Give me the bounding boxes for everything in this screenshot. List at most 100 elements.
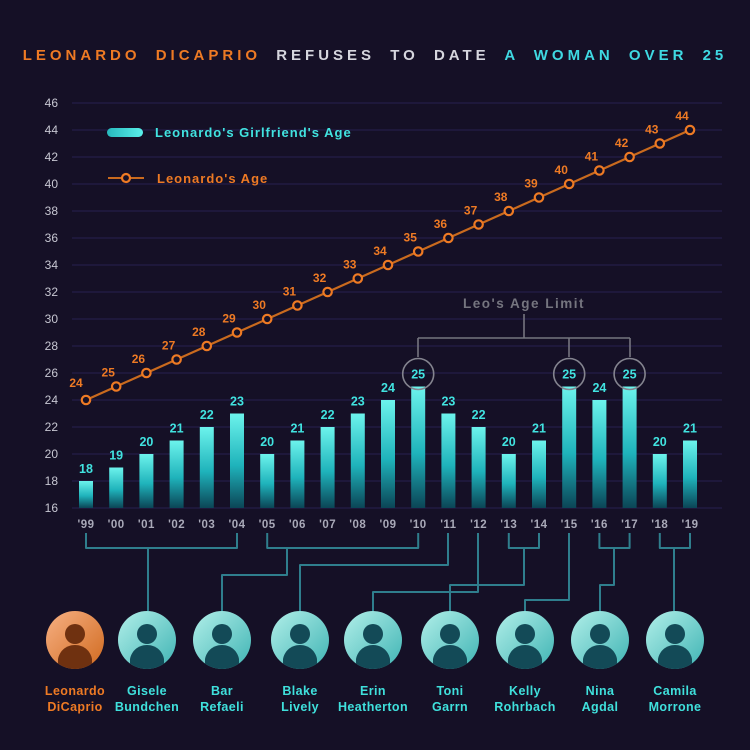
girlfriend-age-bar (652, 454, 667, 508)
y-axis-label: 38 (45, 204, 59, 218)
y-axis-label: 18 (45, 474, 59, 488)
y-axis-label: 42 (45, 150, 59, 164)
relationship-connector (372, 533, 479, 611)
y-axis-label: 34 (45, 258, 59, 272)
person-silhouette-icon (205, 624, 239, 669)
x-axis-label: '18 (651, 519, 668, 531)
relationship-bracket (85, 533, 238, 549)
leo-age-value-label: 41 (585, 150, 599, 164)
relationship-connector (221, 548, 288, 611)
relationship-bracket (598, 533, 631, 549)
leo-age-value-label: 39 (524, 177, 538, 191)
girlfriend-age-bar (290, 440, 305, 508)
girlfriend-age-bar (230, 413, 244, 508)
person-card: Blake Lively (258, 609, 342, 715)
person-card: Nina Agdal (558, 609, 642, 715)
person-name-line: Bar (210, 684, 234, 698)
person-photo (344, 611, 402, 669)
person-silhouette-icon (583, 624, 617, 669)
bar-value-label: 25 (411, 368, 425, 382)
bar-value-label: 21 (683, 422, 697, 436)
person-name-line: Leonardo (44, 684, 106, 698)
bar-value-label: 23 (351, 395, 365, 409)
age-limit-circle (401, 357, 435, 391)
person-name-line: Erin (360, 684, 386, 698)
bar-value-label: 20 (139, 435, 153, 449)
x-axis-label: '00 (108, 519, 125, 531)
x-axis-label: '05 (259, 519, 276, 531)
person-name: Camila Morrone (633, 683, 717, 715)
age-limit-label: Leo's Age Limit (463, 296, 585, 311)
leo-age-point (684, 124, 696, 136)
person-name-line: Camila (653, 684, 697, 698)
person-photo (421, 611, 479, 669)
relationship-bracket (266, 533, 420, 549)
person-photo (571, 611, 629, 669)
person-silhouette-icon (356, 624, 390, 669)
legend-girlfriend-label: Leonardo's Girlfriend's Age (155, 124, 352, 140)
bar-value-label: 25 (562, 368, 576, 382)
legend-item-girlfriend: Leonardo's Girlfriend's Age (107, 123, 352, 141)
leo-age-value-label: 27 (162, 339, 176, 353)
girlfriend-age-bar (471, 427, 486, 508)
bar-value-label: 20 (502, 435, 516, 449)
person-card: Gisele Bundchen (105, 609, 189, 715)
leo-age-value-label: 44 (675, 109, 689, 123)
y-axis-label: 20 (45, 447, 59, 461)
leo-age-value-label: 33 (343, 258, 357, 272)
person-photo (271, 611, 329, 669)
person-name: Erin Heatherton (331, 683, 415, 715)
bar-value-label: 21 (170, 422, 184, 436)
person-photo (118, 611, 176, 669)
bar-value-label: 19 (109, 449, 123, 463)
leo-age-point (352, 273, 364, 284)
relationship-connector (599, 548, 615, 611)
leo-age-point (412, 246, 424, 257)
bar-value-label: 21 (290, 422, 304, 436)
leo-age-value-label: 34 (373, 244, 387, 258)
page-title: LEONARDO DICAPRIO REFUSES TO DATE A WOMA… (0, 47, 750, 64)
leo-age-value-label: 43 (645, 123, 659, 137)
y-axis-label: 40 (45, 177, 59, 191)
person-silhouette-icon (283, 624, 317, 669)
person-card: Leonardo DiCaprio (33, 609, 117, 715)
person-name: Kelly Rohrbach (483, 683, 567, 715)
person-silhouette-icon (658, 624, 692, 669)
girlfriend-age-bar (109, 467, 124, 508)
girlfriend-age-bar (562, 386, 577, 508)
leo-age-value-label: 38 (494, 190, 508, 204)
leo-age-value-label: 36 (434, 217, 448, 231)
bar-value-label: 23 (441, 395, 455, 409)
y-axis-label: 26 (45, 366, 59, 380)
leo-age-point (533, 192, 545, 203)
person-card: Camila Morrone (633, 609, 717, 715)
legend-leo-label: Leonardo's Age (157, 170, 269, 186)
leo-age-value-label: 32 (313, 271, 327, 285)
y-axis-label: 44 (45, 123, 59, 137)
person-name-line: Refaeli (200, 700, 244, 714)
person-name-line: Garrn (431, 700, 469, 714)
leo-age-point (624, 151, 635, 163)
leo-age-value-label: 29 (222, 312, 236, 326)
x-axis-label: '03 (198, 519, 215, 531)
line-swatch-icon (108, 172, 144, 184)
girlfriend-age-bar (622, 386, 637, 508)
person-name-line: Gisele (127, 684, 167, 698)
x-axis-label: '10 (410, 519, 427, 531)
person-name-line: DiCaprio (47, 700, 103, 714)
person-name-line: Bundchen (114, 700, 180, 714)
x-axis-label: '06 (289, 519, 306, 531)
person-name: Bar Refaeli (180, 683, 264, 715)
x-axis-label: '14 (530, 519, 547, 531)
y-axis-label: 28 (45, 339, 59, 353)
bar-value-label: 22 (321, 408, 335, 422)
girlfriend-age-bar (79, 481, 93, 508)
person-name-line: Blake (282, 684, 318, 698)
relationship-connector (299, 533, 449, 611)
leo-age-point (231, 327, 243, 338)
x-axis-label: '11 (440, 519, 456, 531)
relationship-bracket (507, 533, 540, 549)
title-middle: REFUSES TO DATE (276, 47, 490, 64)
age-limit-circle (552, 357, 586, 391)
